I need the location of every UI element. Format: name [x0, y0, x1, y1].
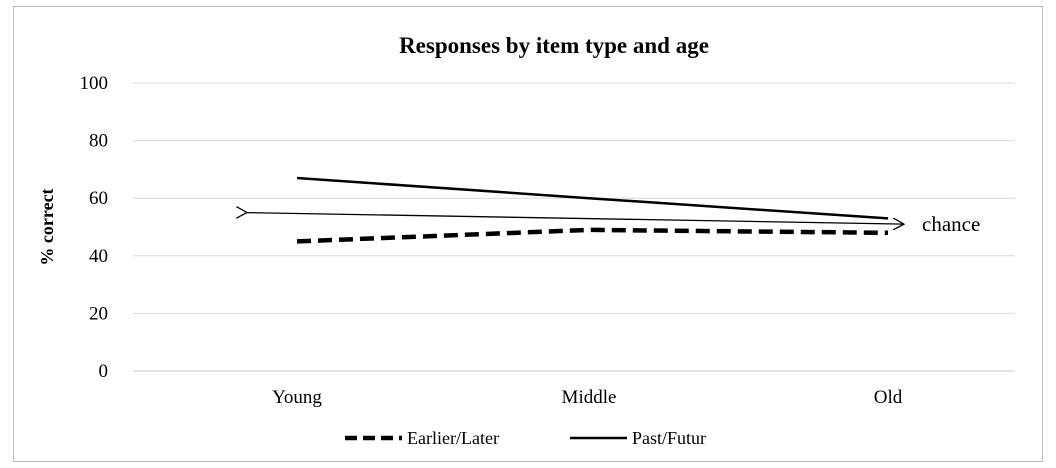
legend-label: Past/Futur: [632, 428, 706, 448]
x-tick-label: Young: [272, 387, 322, 408]
x-tick-labels: Young Middle Old: [272, 387, 903, 408]
chart-frame: [13, 6, 1043, 462]
gridlines: [133, 82, 1015, 372]
y-tick-labels: 0 20 40 60 80 100: [80, 73, 109, 382]
series-line-earlier-later: [296, 227, 889, 244]
x-tick-label: Middle: [562, 387, 617, 408]
chance-annotation-label: chance: [922, 212, 980, 236]
annotations: chance: [247, 212, 980, 236]
chance-double-arrow: [247, 213, 904, 225]
y-tick-label: 60: [89, 188, 108, 209]
chart-title: Responses by item type and age: [399, 33, 709, 58]
y-axis-title: % correct: [37, 188, 57, 265]
series-lines: [296, 176, 889, 244]
legend: Earlier/Later Past/Futur: [345, 428, 706, 448]
legend-label: Earlier/Later: [407, 428, 499, 448]
y-tick-label: 40: [89, 246, 108, 267]
y-tick-label: 100: [80, 73, 109, 94]
x-tick-label: Old: [874, 387, 903, 408]
y-tick-label: 20: [89, 303, 108, 324]
y-tick-label: 0: [99, 361, 109, 382]
y-tick-label: 80: [89, 131, 108, 152]
